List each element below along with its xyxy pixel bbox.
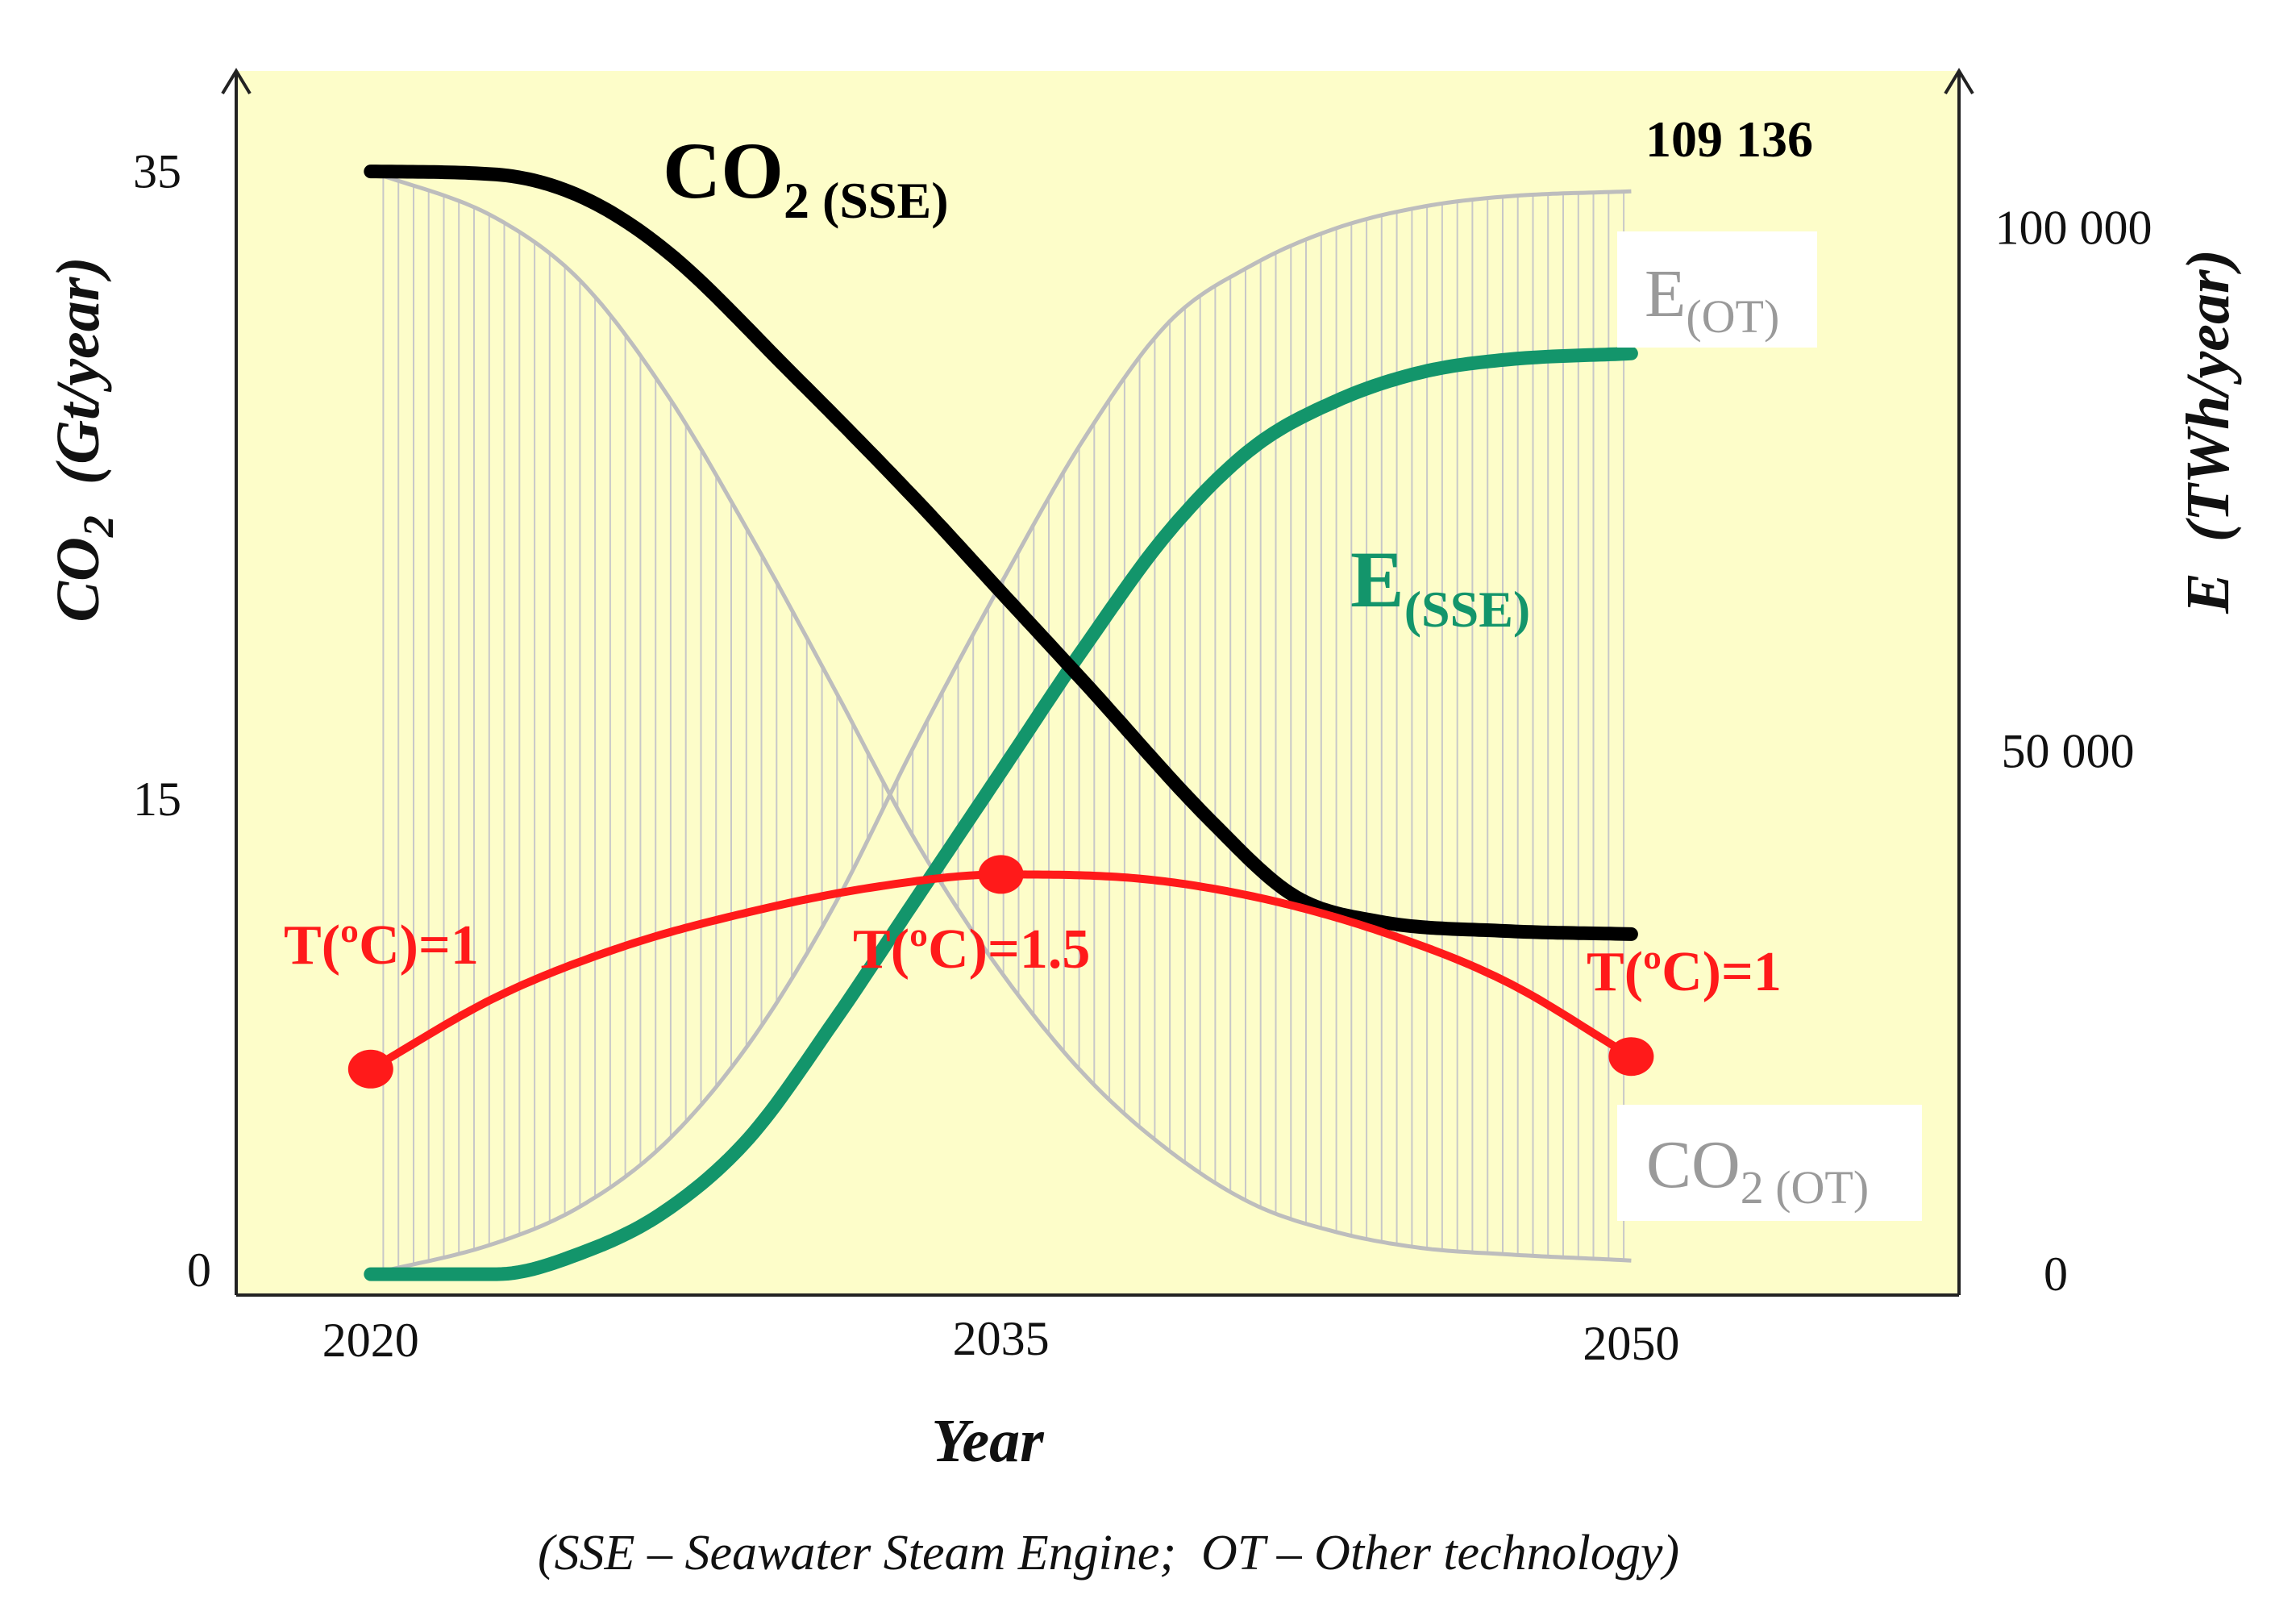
x-tick-2035: 2035 (953, 1312, 1050, 1365)
max-value-label: 109 136 (1645, 110, 1813, 168)
left-axis-title-rest: (Gt/year) (44, 256, 112, 515)
left-tick-0: 0 (187, 1243, 211, 1297)
left-axis-title-main: CO (44, 537, 112, 623)
series-co2-ot-label: CO2 (OT) (1646, 1127, 1869, 1214)
left-tick-35: 35 (133, 145, 181, 198)
x-tick-2050: 2050 (1583, 1317, 1679, 1370)
axes (221, 68, 1974, 1297)
x-axis-title: Year (931, 1407, 1045, 1475)
left-tick-15: 15 (133, 773, 181, 826)
left-axis-arrow (221, 68, 252, 95)
hatch-layer (382, 176, 1625, 1272)
right-tick-100000: 100 000 (1995, 202, 2152, 255)
series-co2-sse-label-main: CO (663, 126, 784, 215)
temperature-label-2050: T(ºC)=1 (1587, 941, 1782, 1003)
series-e-sse-label-main: E (1350, 535, 1404, 624)
temperature-marker-2020 (347, 1049, 393, 1089)
series-co2-ot-label-sub: 2 (OT) (1741, 1161, 1869, 1214)
series-e-ot-label: E(OT) (1645, 256, 1779, 343)
right-axis-arrow (1944, 68, 1974, 95)
temperature-label-2020: T(ºC)=1 (284, 914, 479, 977)
series-e-ot-label-box (1617, 231, 1817, 348)
series-e-sse-label-sub: (SSE) (1404, 581, 1531, 638)
right-tick-50000: 50 000 (2002, 724, 2135, 777)
series-e-sse-label: E(SSE) (1350, 535, 1530, 638)
series-co2-ot-label-box (1617, 1105, 1922, 1221)
footnote: (SSE – Seawater Steam Engine; OT – Other… (538, 1526, 1679, 1581)
right-axis-title: E (TWh/year) (2174, 249, 2242, 614)
series-co2-sse-line (364, 165, 1638, 941)
series-co2-ot-label-main: CO (1646, 1127, 1741, 1202)
temperature-label-2035: T(ºC)=1.5 (853, 918, 1090, 981)
series-co2-ot-line (369, 169, 1632, 1263)
series-e-ot-label-sub: (OT) (1686, 290, 1779, 343)
temperature-marker-2035 (978, 855, 1024, 894)
series-e-ot-label-main: E (1645, 256, 1686, 331)
temperature-marker-2050 (1608, 1037, 1654, 1077)
series-co2-sse-label: CO2 (SSE) (663, 126, 949, 229)
left-axis-title-sub: 2 (74, 515, 123, 538)
right-tick-0: 0 (2044, 1247, 2068, 1301)
x-tick-2020: 2020 (322, 1314, 419, 1367)
series-e-sse-line (364, 346, 1638, 1281)
series-co2-sse-label-sub: 2 (SSE) (784, 172, 949, 229)
left-axis-title: CO2 (Gt/year) (44, 256, 123, 622)
